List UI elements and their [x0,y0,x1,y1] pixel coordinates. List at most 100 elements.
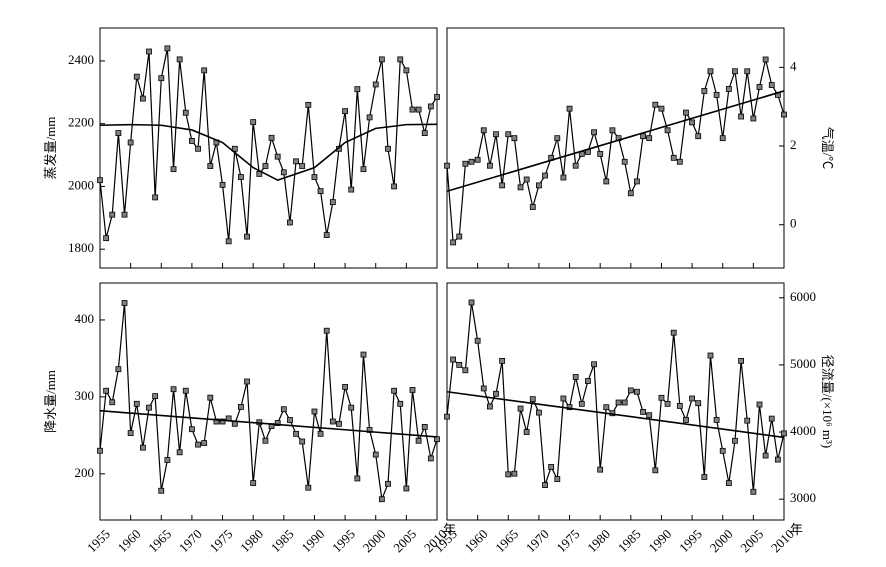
y-axis-label: 蒸发量/mm [43,117,58,180]
marker [781,430,787,437]
marker [505,471,512,478]
marker [499,182,506,189]
marker [176,56,183,63]
plot-frame [446,27,785,269]
marker [523,176,530,183]
marker [280,169,287,176]
marker [701,88,708,94]
marker [311,174,318,180]
marker [511,135,518,142]
y-tick-label: 5000 [790,356,816,371]
marker [529,396,536,403]
x-tick-label: 1960 [115,526,144,555]
marker [640,409,646,415]
x-axis-label: 年 [790,522,803,537]
marker [182,109,189,116]
marker [462,367,469,374]
marker [707,68,714,75]
data-line [446,302,785,492]
marker [603,178,610,185]
marker [121,211,128,218]
marker [640,133,646,140]
marker [578,400,585,407]
marker [719,447,726,454]
marker [329,199,336,206]
x-tick-label: 1975 [553,526,582,555]
x-tick-label: 1985 [615,526,644,555]
y-tick-label: 2000 [68,177,94,192]
marker [342,108,348,115]
x-tick-label: 2000 [360,526,389,555]
x-tick-label: 1970 [523,526,552,555]
marker [397,56,404,63]
marker [219,181,226,188]
x-tick-label: 1965 [145,526,174,555]
x-tick-label: 1980 [584,526,613,555]
marker [738,113,745,120]
marker [378,56,385,63]
marker [738,357,745,364]
marker [480,385,487,392]
marker [109,399,116,406]
marker [591,129,597,136]
marker [627,387,634,394]
marker [450,356,457,363]
marker [474,156,481,163]
marker [317,430,324,437]
y-tick-label: 4 [790,58,797,73]
marker [670,154,677,161]
marker [719,135,726,142]
marker [409,387,416,393]
marker [323,232,330,238]
marker [287,417,293,423]
marker [164,45,171,52]
marker [262,437,269,444]
marker [756,401,763,408]
marker [133,73,140,80]
marker [548,464,555,470]
marker [615,399,622,406]
y-tick-label: 4000 [790,423,816,438]
y-tick-label: 0 [790,216,797,231]
marker [238,403,244,410]
marker [115,130,122,136]
marker [652,467,659,474]
marker [391,183,398,190]
marker [609,127,616,134]
marker [158,487,165,494]
marker [689,119,695,126]
trend-line [99,123,438,182]
marker [713,91,720,98]
marker [554,476,561,482]
x-tick-label: 1995 [329,526,358,555]
marker [146,404,152,411]
marker [287,219,293,226]
marker [299,163,306,169]
marker [652,101,659,108]
marker [646,412,653,419]
marker [329,418,336,425]
marker [493,131,499,138]
marker [231,145,238,152]
marker [585,378,591,384]
y-tick-label: 300 [75,388,95,403]
trend-line [99,409,438,438]
marker [664,127,671,134]
x-axis-label: 年 [443,522,456,537]
y-tick-label: 200 [75,465,95,480]
marker [732,68,738,75]
marker [299,438,306,445]
marker [103,235,110,242]
marker [262,163,269,169]
marker [176,449,183,456]
marker [225,238,232,245]
marker [480,127,487,134]
marker [683,417,689,423]
x-tick-label: 1970 [176,526,205,555]
marker [403,67,410,74]
marker [774,456,781,463]
marker [707,352,714,359]
marker [152,393,159,400]
marker [444,162,450,169]
